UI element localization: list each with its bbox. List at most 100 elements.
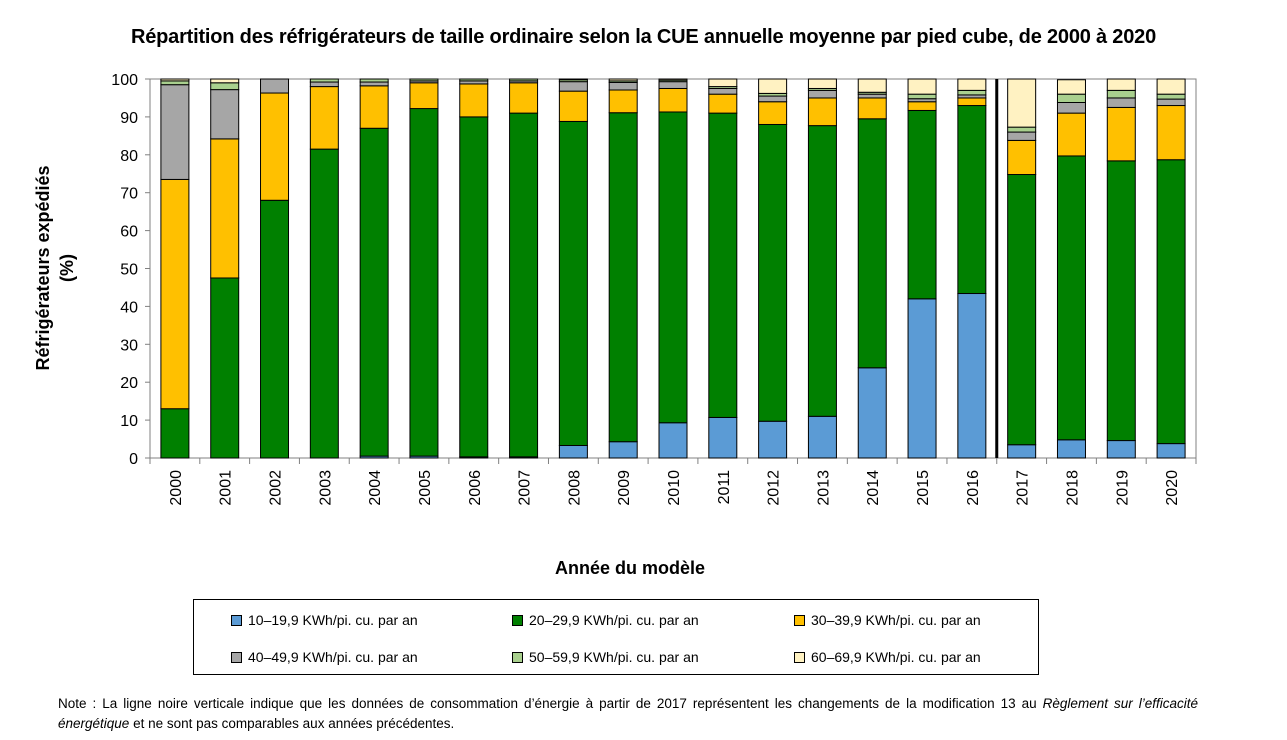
y-tick-label: 90	[120, 110, 138, 127]
bar-segment	[708, 112, 738, 418]
bar-segment	[608, 81, 638, 91]
y-tick-label: 70	[120, 186, 138, 203]
bar-segment	[957, 89, 987, 96]
bar-segment	[359, 85, 389, 129]
stacked-bar-chart: 0 10 20 30 40 50 60 70 80 90 100 2000 2001 2002 2003 20…	[111, 72, 1197, 506]
bar-segment	[359, 127, 389, 457]
bar-segment	[509, 78, 539, 82]
bar-segment	[758, 123, 788, 422]
bar-segment	[1056, 93, 1086, 103]
x-tick-label: 2017	[1015, 470, 1032, 506]
legend-swatch	[231, 614, 242, 626]
bar-segment	[558, 444, 588, 459]
y-tick-label: 100	[111, 72, 138, 89]
bar-segment	[1106, 89, 1136, 99]
bar-segment	[957, 293, 987, 459]
x-axis-label: Année du modèle	[554, 558, 706, 578]
x-tick-label: 2016	[965, 470, 982, 506]
bar-segment	[708, 87, 738, 95]
bar-segment	[857, 78, 887, 93]
bar-segment	[658, 111, 688, 424]
legend-label: 60–69,9 KWh/pi. cu. par an	[811, 649, 981, 665]
bar-segment	[857, 97, 887, 120]
x-tick-label: 2009	[616, 470, 633, 506]
x-tick-label: 2019	[1114, 470, 1131, 506]
y-tick-label: 60	[120, 224, 138, 241]
bar-segment	[409, 82, 439, 110]
bar-segment	[658, 422, 688, 459]
bar-segment	[210, 78, 240, 84]
footnote-regulation-name: Règlement sur l’efficacité énergétique	[58, 696, 1198, 731]
bar-segment	[907, 109, 937, 300]
x-tick-label: 2001	[218, 470, 235, 506]
legend-label: 40–49,9 KWh/pi. cu. par an	[248, 649, 418, 665]
x-tick-label: 2008	[566, 470, 583, 506]
bar-segment	[1156, 105, 1186, 161]
x-tick-label: 2003	[317, 470, 334, 506]
bar-segment	[409, 78, 439, 82]
x-tick-label: 2002	[268, 470, 285, 506]
legend-swatch	[231, 651, 242, 663]
bar-segment	[359, 78, 389, 83]
legend-item: 60–69,9 KWh/pi. cu. par an	[794, 649, 981, 665]
bar-segment	[608, 78, 638, 82]
x-tick-label: 2015	[915, 470, 932, 506]
bar-segment	[807, 415, 837, 459]
bar-segment	[907, 93, 937, 100]
bar-segment	[708, 416, 738, 459]
bar-segment	[459, 83, 489, 118]
bar-segment	[558, 78, 588, 81]
y-tick-label: 40	[120, 299, 138, 316]
bar-segment	[210, 82, 240, 91]
bar-segment	[708, 93, 738, 114]
x-tick-label: 2006	[467, 470, 484, 506]
bar-segment	[758, 101, 788, 125]
bar-segment	[1007, 139, 1037, 176]
bar-segment	[1156, 443, 1186, 459]
bar-segment	[1156, 159, 1186, 445]
x-tick-label: 2013	[815, 470, 832, 506]
bar-segment	[309, 148, 339, 459]
bar-segment	[608, 441, 638, 459]
x-tick-label: 2011	[716, 470, 733, 505]
legend-item: 30–39,9 KWh/pi. cu. par an	[794, 612, 981, 628]
bar-segment	[907, 101, 937, 111]
y-tick-label: 50	[120, 262, 138, 279]
chart-title: Répartition des réfrigérateurs de taille…	[130, 26, 1157, 48]
legend-item: 20–29,9 KWh/pi. cu. par an	[512, 612, 699, 628]
bar-segment	[1056, 79, 1086, 95]
bar-segment	[1106, 106, 1136, 162]
bar-segment	[160, 178, 190, 410]
legend-swatch	[512, 651, 523, 663]
bar-segment	[658, 87, 688, 113]
x-tick-label: 2012	[766, 470, 783, 506]
bar-segment	[1106, 160, 1136, 442]
bar-segment	[1106, 97, 1136, 108]
bar-segment	[309, 81, 339, 88]
bar-segment	[758, 420, 788, 459]
bar-segment	[260, 92, 290, 201]
bar-segment	[807, 125, 837, 417]
bar-segment	[1156, 78, 1186, 95]
bar-segment	[160, 84, 190, 180]
x-tick-label: 2014	[865, 470, 882, 506]
x-tick-label: 2010	[666, 470, 683, 506]
x-tick-label: 2004	[367, 470, 384, 506]
bar-segment	[1007, 126, 1037, 133]
bar-segment	[758, 78, 788, 94]
legend-item: 10–19,9 KWh/pi. cu. par an	[231, 612, 418, 628]
y-tick-label: 0	[129, 451, 138, 468]
bar-segment	[509, 112, 539, 458]
bar-segment	[957, 105, 987, 295]
legend-item: 50–59,9 KWh/pi. cu. par an	[512, 649, 699, 665]
bar-segment	[807, 97, 837, 127]
bar-segment	[1007, 444, 1037, 459]
y-tick-label: 80	[120, 148, 138, 165]
bar-segment	[1007, 78, 1037, 128]
footnote-text-2: et ne sont pas comparables aux années pr…	[133, 716, 455, 731]
bar-segment	[160, 80, 190, 86]
bar-segment	[708, 78, 738, 88]
chart-legend: 10–19,9 KWh/pi. cu. par an 20–29,9 KWh/p…	[193, 599, 1039, 675]
bar-segment	[459, 78, 489, 82]
bar-segment	[509, 82, 539, 114]
